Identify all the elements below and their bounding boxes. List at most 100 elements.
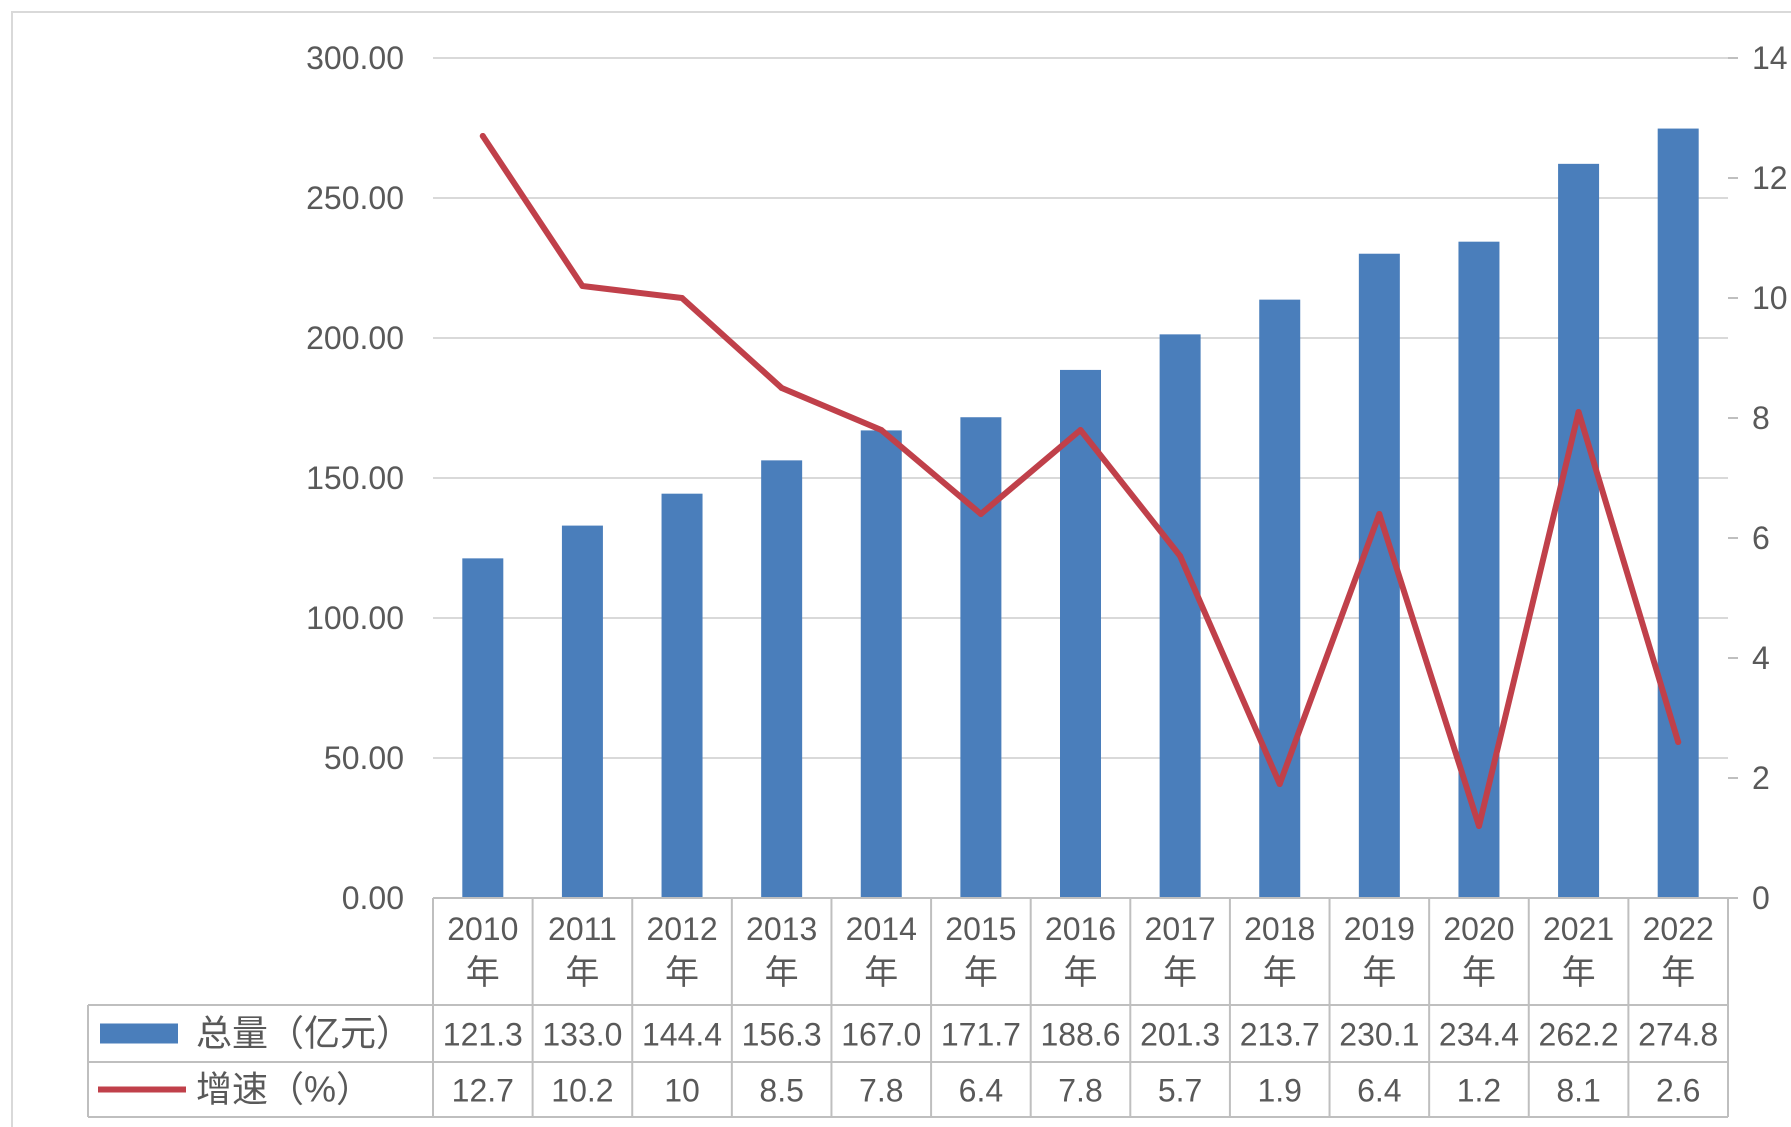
data-value: 6.4 (1357, 1073, 1401, 1109)
category-label: 年 (1163, 954, 1197, 992)
category-label: 年 (1263, 954, 1297, 992)
category-label: 2013 (746, 911, 817, 947)
left-tick-label: 50.00 (324, 740, 404, 776)
bar (561, 525, 603, 898)
category-label: 2014 (846, 911, 917, 947)
data-value: 171.7 (941, 1017, 1021, 1053)
category-label: 2017 (1145, 911, 1216, 947)
category-label: 2018 (1244, 911, 1315, 947)
bar-series (462, 128, 1699, 899)
right-tick-label: 12 (1752, 160, 1788, 196)
data-value: 10 (664, 1073, 700, 1109)
category-label: 2011 (548, 911, 617, 947)
bar (1358, 253, 1400, 899)
legend-label: 总量（亿元） (196, 1013, 412, 1054)
data-value: 8.5 (759, 1073, 803, 1109)
category-label: 年 (1562, 954, 1596, 992)
line-point (878, 427, 885, 433)
data-value: 1.9 (1257, 1073, 1301, 1109)
data-value: 167.0 (841, 1017, 921, 1053)
category-label: 年 (765, 954, 799, 992)
right-tick-label: 6 (1752, 520, 1770, 556)
data-value: 188.6 (1040, 1017, 1120, 1053)
left-tick-label: 300.00 (306, 40, 404, 76)
category-label: 年 (1064, 954, 1098, 992)
bar (1159, 334, 1201, 898)
line-point (1675, 739, 1682, 745)
right-tick-label: 0 (1752, 880, 1770, 916)
bar (462, 558, 504, 898)
left-tick-label: 0.00 (342, 880, 404, 916)
data-value: 230.1 (1339, 1017, 1419, 1053)
data-value: 1.2 (1457, 1073, 1501, 1109)
left-tick-label: 100.00 (306, 600, 404, 636)
category-label: 年 (466, 954, 500, 992)
category-label: 2015 (945, 911, 1016, 947)
bar (860, 430, 902, 898)
data-value: 12.7 (452, 1073, 514, 1109)
category-label: 2016 (1045, 911, 1116, 947)
data-value: 201.3 (1140, 1017, 1220, 1053)
line-point (1276, 781, 1283, 787)
y-axis-right: 0 2 4 6 8 10 12 14 (1752, 40, 1788, 916)
category-label: 2012 (646, 911, 717, 947)
left-tick-label: 150.00 (306, 460, 404, 496)
bar (1657, 128, 1699, 898)
line-point (1177, 553, 1184, 559)
category-label: 年 (665, 954, 699, 992)
data-value: 7.8 (859, 1073, 903, 1109)
category-label: 年 (565, 954, 599, 992)
line-point (1077, 427, 1084, 433)
data-value: 6.4 (959, 1073, 1003, 1109)
data-value: 234.4 (1439, 1017, 1519, 1053)
line-point (778, 385, 785, 391)
data-value: 121.3 (443, 1017, 523, 1053)
data-value: 7.8 (1058, 1073, 1102, 1109)
bar (1558, 163, 1600, 899)
right-tick-label: 10 (1752, 280, 1788, 316)
data-value: 2.6 (1656, 1073, 1700, 1109)
data-table: 2010 年 2011 年 2012 年 2013 年 2014 年 2015 年 2016 年 2017 年… (87, 897, 1729, 1118)
line-point (977, 511, 984, 517)
line-series (479, 133, 1682, 829)
data-value: 8.1 (1556, 1073, 1600, 1109)
category-label: 年 (1661, 954, 1695, 992)
right-tick-label: 14 (1752, 40, 1788, 76)
data-value: 5.7 (1158, 1073, 1202, 1109)
data-value: 213.7 (1240, 1017, 1320, 1053)
data-value: 133.0 (542, 1017, 622, 1053)
legend-key-bar (100, 1023, 178, 1044)
category-label: 年 (1362, 954, 1396, 992)
legend-label: 增速（%） (196, 1069, 372, 1110)
data-value: 274.8 (1638, 1017, 1718, 1053)
data-value: 156.3 (742, 1017, 822, 1053)
right-tick-label: 2 (1752, 760, 1770, 796)
line-point (579, 283, 586, 289)
line-point (679, 295, 686, 301)
bar (960, 417, 1002, 898)
bar (1458, 241, 1500, 898)
category-label: 2022 (1643, 911, 1714, 947)
category-label: 2010 (447, 911, 518, 947)
data-value: 262.2 (1539, 1017, 1619, 1053)
right-tick-label: 4 (1752, 640, 1770, 676)
bar (1060, 369, 1101, 898)
chart-border (11, 11, 1791, 1127)
category-label: 2019 (1344, 911, 1415, 947)
bar (661, 493, 703, 898)
category-label: 2021 (1543, 911, 1614, 947)
right-tick-label: 8 (1752, 400, 1770, 436)
category-label: 年 (1462, 954, 1496, 992)
left-tick-label: 250.00 (306, 180, 404, 216)
bar (761, 460, 803, 898)
line-point (1575, 409, 1582, 415)
line-point (1376, 511, 1383, 517)
line-point (479, 133, 486, 139)
line-point (1475, 823, 1482, 829)
category-label: 年 (964, 954, 998, 992)
data-value: 10.2 (551, 1073, 613, 1109)
bar (1259, 299, 1301, 898)
data-value: 144.4 (642, 1017, 722, 1053)
y-axis-left: 0.00 50.00 100.00 150.00 200.00 250.00 300.00 (306, 40, 404, 916)
